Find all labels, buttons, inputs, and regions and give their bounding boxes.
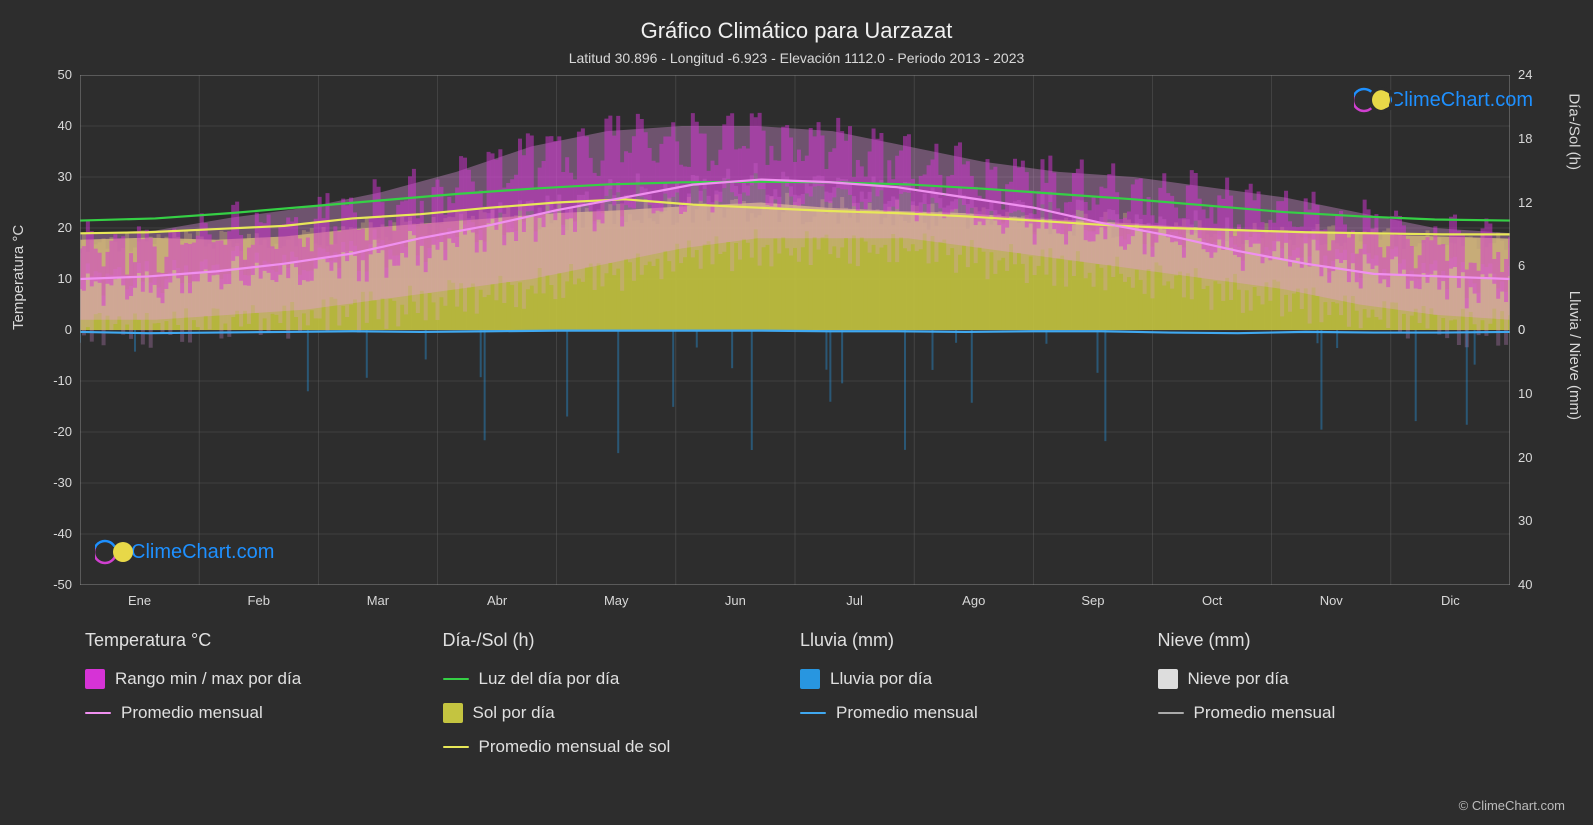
legend-label: Promedio mensual: [121, 703, 263, 723]
legend-item: Nieve por día: [1158, 669, 1516, 689]
legend-item: Promedio mensual: [800, 703, 1158, 723]
y-tick-left: 40: [32, 118, 72, 133]
x-tick-month: Dic: [1420, 593, 1480, 608]
y-axis-right-bottom-label: Lluvia / Nieve (mm): [1566, 291, 1583, 420]
y-tick-right-bottom: 40: [1518, 577, 1532, 592]
x-tick-month: Jul: [825, 593, 885, 608]
legend-swatch: [443, 746, 469, 749]
legend-swatch: [85, 712, 111, 715]
y-tick-right-bottom: 30: [1518, 513, 1532, 528]
legend-header: Lluvia (mm): [800, 630, 1158, 651]
legend-header: Día-/Sol (h): [443, 630, 801, 651]
legend-swatch: [800, 669, 820, 689]
y-tick-right-top: 24: [1518, 67, 1532, 82]
watermark-logo-icon: [95, 537, 125, 567]
y-axis-right-top-label: Día-/Sol (h): [1566, 93, 1583, 170]
y-tick-left: -50: [32, 577, 72, 592]
y-tick-left: -20: [32, 424, 72, 439]
y-tick-right-top: 6: [1518, 258, 1525, 273]
legend-item: Sol por día: [443, 703, 801, 723]
x-tick-month: Abr: [467, 593, 527, 608]
climate-plot-svg: [80, 75, 1510, 585]
x-tick-month: Nov: [1301, 593, 1361, 608]
x-tick-month: Mar: [348, 593, 408, 608]
watermark-text: ClimeChart.com: [131, 541, 274, 564]
y-axis-left-label: Temperatura °C: [10, 225, 27, 330]
plot-area: [80, 75, 1510, 585]
legend-item: Lluvia por día: [800, 669, 1158, 689]
legend-item: Promedio mensual: [1158, 703, 1516, 723]
y-tick-left: -30: [32, 475, 72, 490]
watermark-bottom-left: ClimeChart.com: [95, 537, 274, 567]
chart-title: Gráfico Climático para Uarzazat: [0, 18, 1593, 44]
legend-item: Rango min / max por día: [85, 669, 443, 689]
chart-subtitle: Latitud 30.896 - Longitud -6.923 - Eleva…: [0, 50, 1593, 66]
watermark-top-right: ClimeChart.com: [1354, 85, 1533, 115]
legend-col-rain: Lluvia (mm) Lluvia por día Promedio mensu…: [800, 630, 1158, 757]
legend-item: Luz del día por día: [443, 669, 801, 689]
y-tick-right-top: 12: [1518, 195, 1532, 210]
legend-label: Promedio mensual: [1194, 703, 1336, 723]
legend-swatch: [443, 678, 469, 681]
y-tick-right-bottom: 0: [1518, 322, 1525, 337]
climate-chart-container: Gráfico Climático para Uarzazat Latitud …: [0, 0, 1593, 825]
x-tick-month: Jun: [705, 593, 765, 608]
y-tick-left: -10: [32, 373, 72, 388]
y-tick-left: 30: [32, 169, 72, 184]
y-tick-right-bottom: 10: [1518, 386, 1532, 401]
legend-label: Nieve por día: [1188, 669, 1289, 689]
watermark-text: ClimeChart.com: [1390, 89, 1533, 112]
title-block: Gráfico Climático para Uarzazat Latitud …: [0, 0, 1593, 66]
legend-swatch: [800, 712, 826, 715]
legend-col-temperature: Temperatura °C Rango min / max por día Pr…: [85, 630, 443, 757]
legend: Temperatura °C Rango min / max por día Pr…: [85, 630, 1515, 757]
x-tick-month: Ago: [944, 593, 1004, 608]
legend-col-snow: Nieve (mm) Nieve por día Promedio mensual: [1158, 630, 1516, 757]
legend-swatch: [1158, 669, 1178, 689]
legend-item: Promedio mensual: [85, 703, 443, 723]
legend-header: Temperatura °C: [85, 630, 443, 651]
legend-label: Rango min / max por día: [115, 669, 301, 689]
y-tick-left: 10: [32, 271, 72, 286]
legend-swatch: [85, 669, 105, 689]
x-tick-month: Ene: [110, 593, 170, 608]
legend-item: Promedio mensual de sol: [443, 737, 801, 757]
y-tick-right-top: 18: [1518, 131, 1532, 146]
x-tick-month: Feb: [229, 593, 289, 608]
legend-label: Sol por día: [473, 703, 555, 723]
legend-label: Promedio mensual: [836, 703, 978, 723]
y-tick-right-bottom: 20: [1518, 450, 1532, 465]
x-tick-month: May: [586, 593, 646, 608]
legend-col-daylight: Día-/Sol (h) Luz del día por día Sol por …: [443, 630, 801, 757]
legend-swatch: [1158, 712, 1184, 715]
legend-header: Nieve (mm): [1158, 630, 1516, 651]
legend-label: Promedio mensual de sol: [479, 737, 671, 757]
y-tick-left: 0: [32, 322, 72, 337]
legend-label: Luz del día por día: [479, 669, 620, 689]
watermark-logo-icon: [1354, 85, 1384, 115]
legend-label: Lluvia por día: [830, 669, 932, 689]
x-tick-month: Sep: [1063, 593, 1123, 608]
legend-swatch: [443, 703, 463, 723]
y-tick-left: 50: [32, 67, 72, 82]
y-tick-left: 20: [32, 220, 72, 235]
y-tick-left: -40: [32, 526, 72, 541]
copyright-text: © ClimeChart.com: [1459, 798, 1565, 813]
x-tick-month: Oct: [1182, 593, 1242, 608]
